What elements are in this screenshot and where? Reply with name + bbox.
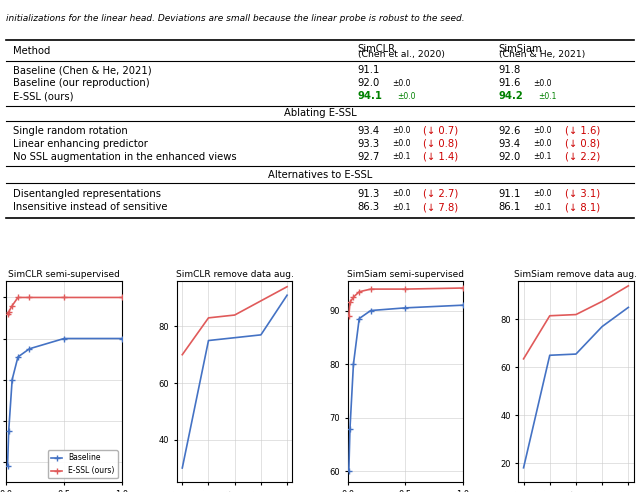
Text: ±0.0: ±0.0 (533, 139, 552, 149)
Title: SimSiam semi-supervised: SimSiam semi-supervised (347, 270, 464, 279)
Text: 92.6: 92.6 (499, 126, 521, 136)
Text: SimCLR: SimCLR (358, 44, 396, 54)
Text: No SSL augmentation in the enhanced views: No SSL augmentation in the enhanced view… (13, 152, 236, 162)
Text: 91.1: 91.1 (499, 189, 521, 199)
Text: ±0.0: ±0.0 (533, 126, 552, 135)
Text: (↓ 3.1): (↓ 3.1) (564, 189, 600, 199)
Text: ±0.0: ±0.0 (392, 189, 411, 198)
Text: (↓ 2.7): (↓ 2.7) (424, 189, 459, 199)
Text: 91.1: 91.1 (358, 65, 380, 75)
Text: ±0.1: ±0.1 (533, 153, 552, 161)
Text: ±0.1: ±0.1 (538, 92, 557, 101)
Text: 91.3: 91.3 (358, 189, 380, 199)
Text: ±0.0: ±0.0 (533, 189, 552, 198)
Text: (↓ 0.8): (↓ 0.8) (424, 139, 458, 149)
Text: Alternatives to E-SSL: Alternatives to E-SSL (268, 170, 372, 180)
Text: Baseline (Chen & He, 2021): Baseline (Chen & He, 2021) (13, 65, 151, 75)
Text: SimSiam: SimSiam (499, 44, 542, 54)
Text: (↓ 0.7): (↓ 0.7) (424, 126, 459, 136)
Text: ±0.1: ±0.1 (533, 203, 552, 212)
Text: Single random rotation: Single random rotation (13, 126, 127, 136)
Title: SimSiam remove data aug.: SimSiam remove data aug. (515, 270, 637, 279)
Text: (↓ 8.1): (↓ 8.1) (564, 202, 600, 213)
Title: SimCLR semi-supervised: SimCLR semi-supervised (8, 270, 120, 279)
Text: ±0.1: ±0.1 (392, 153, 410, 161)
Text: ±0.0: ±0.0 (392, 126, 411, 135)
Text: ±0.0: ±0.0 (397, 92, 415, 101)
Text: initializations for the linear head. Deviations are small because the linear pro: initializations for the linear head. Dev… (6, 14, 465, 24)
Text: (Chen et al., 2020): (Chen et al., 2020) (358, 50, 445, 59)
Text: 93.3: 93.3 (358, 139, 380, 149)
Text: 86.3: 86.3 (358, 202, 380, 213)
Text: 92.0: 92.0 (499, 152, 521, 162)
Text: ±0.1: ±0.1 (392, 203, 410, 212)
Text: 93.4: 93.4 (499, 139, 521, 149)
Text: (↓ 1.4): (↓ 1.4) (424, 152, 459, 162)
Text: 94.1: 94.1 (358, 92, 383, 101)
Text: Baseline (our reproduction): Baseline (our reproduction) (13, 78, 149, 88)
Text: 94.2: 94.2 (499, 92, 524, 101)
Text: (↓ 2.2): (↓ 2.2) (564, 152, 600, 162)
Text: 92.0: 92.0 (358, 78, 380, 88)
Text: Disentangled representations: Disentangled representations (13, 189, 161, 199)
Text: 91.6: 91.6 (499, 78, 521, 88)
Text: 86.1: 86.1 (499, 202, 521, 213)
Text: 93.4: 93.4 (358, 126, 380, 136)
Text: Ablating E-SSL: Ablating E-SSL (284, 108, 356, 119)
Text: (↓ 1.6): (↓ 1.6) (564, 126, 600, 136)
Text: 92.7: 92.7 (358, 152, 380, 162)
Text: E-SSL (ours): E-SSL (ours) (13, 92, 73, 101)
Text: ±0.0: ±0.0 (392, 139, 411, 149)
Text: ±0.0: ±0.0 (533, 79, 552, 88)
Title: SimCLR remove data aug.: SimCLR remove data aug. (176, 270, 294, 279)
Text: (Chen & He, 2021): (Chen & He, 2021) (499, 50, 585, 59)
Legend: Baseline, E-SSL (ours): Baseline, E-SSL (ours) (48, 450, 118, 478)
Text: (↓ 0.8): (↓ 0.8) (564, 139, 600, 149)
Text: (↓ 7.8): (↓ 7.8) (424, 202, 459, 213)
Text: Method: Method (13, 46, 50, 56)
Text: Insensitive instead of sensitive: Insensitive instead of sensitive (13, 202, 167, 213)
Text: 91.8: 91.8 (499, 65, 521, 75)
Text: ±0.0: ±0.0 (392, 79, 411, 88)
Text: Linear enhancing predictor: Linear enhancing predictor (13, 139, 148, 149)
